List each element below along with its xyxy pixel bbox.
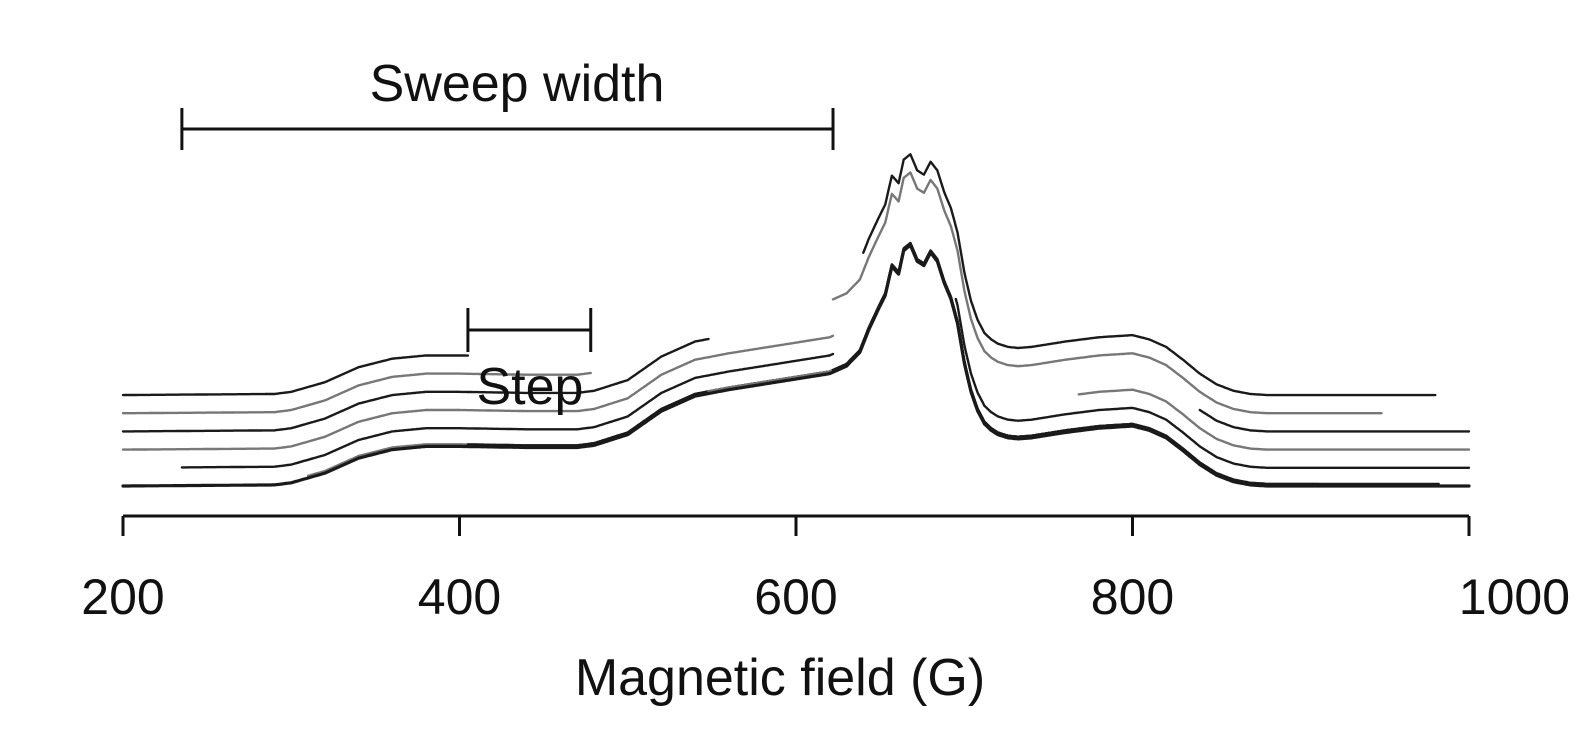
sweep-width-annotation: Sweep width	[180, 55, 835, 150]
sweep-segment-11	[954, 297, 1471, 469]
full-spectrum-line	[121, 243, 1471, 488]
x-tick-label-1000: 1000	[1459, 569, 1570, 625]
sweep-segment-6	[306, 241, 957, 477]
sweep-segment-12	[1077, 388, 1471, 451]
trace-group	[121, 153, 1471, 486]
x-axis-ticks: 200 400 600 800 1000	[81, 516, 1570, 625]
sweep-segment-4	[121, 334, 835, 451]
sweep-segment-14	[831, 171, 1383, 415]
sweep-segment-5	[180, 352, 835, 469]
step-annotation: Step	[466, 308, 593, 416]
x-tick-label-200: 200	[81, 569, 164, 625]
x-tick-label-400: 400	[418, 569, 501, 625]
x-tick-label-800: 800	[1091, 569, 1174, 625]
sweep-segment-15	[862, 153, 1437, 397]
full-spectrum-group	[121, 243, 1471, 488]
sweep-segment-2	[121, 371, 592, 415]
x-tick-label-600: 600	[754, 569, 837, 625]
sweep-segment-9	[707, 241, 1319, 486]
x-axis-title: Magnetic field (G)	[575, 649, 985, 707]
step-label: Step	[477, 358, 584, 416]
sweep-width-label: Sweep width	[370, 55, 665, 113]
sweep-segment-3	[121, 337, 710, 433]
sweep-segment-10	[831, 241, 1440, 486]
sweep-segment-1	[121, 354, 470, 397]
sweep-segment-8	[589, 241, 1201, 464]
sweep-segment-13	[1198, 408, 1471, 433]
